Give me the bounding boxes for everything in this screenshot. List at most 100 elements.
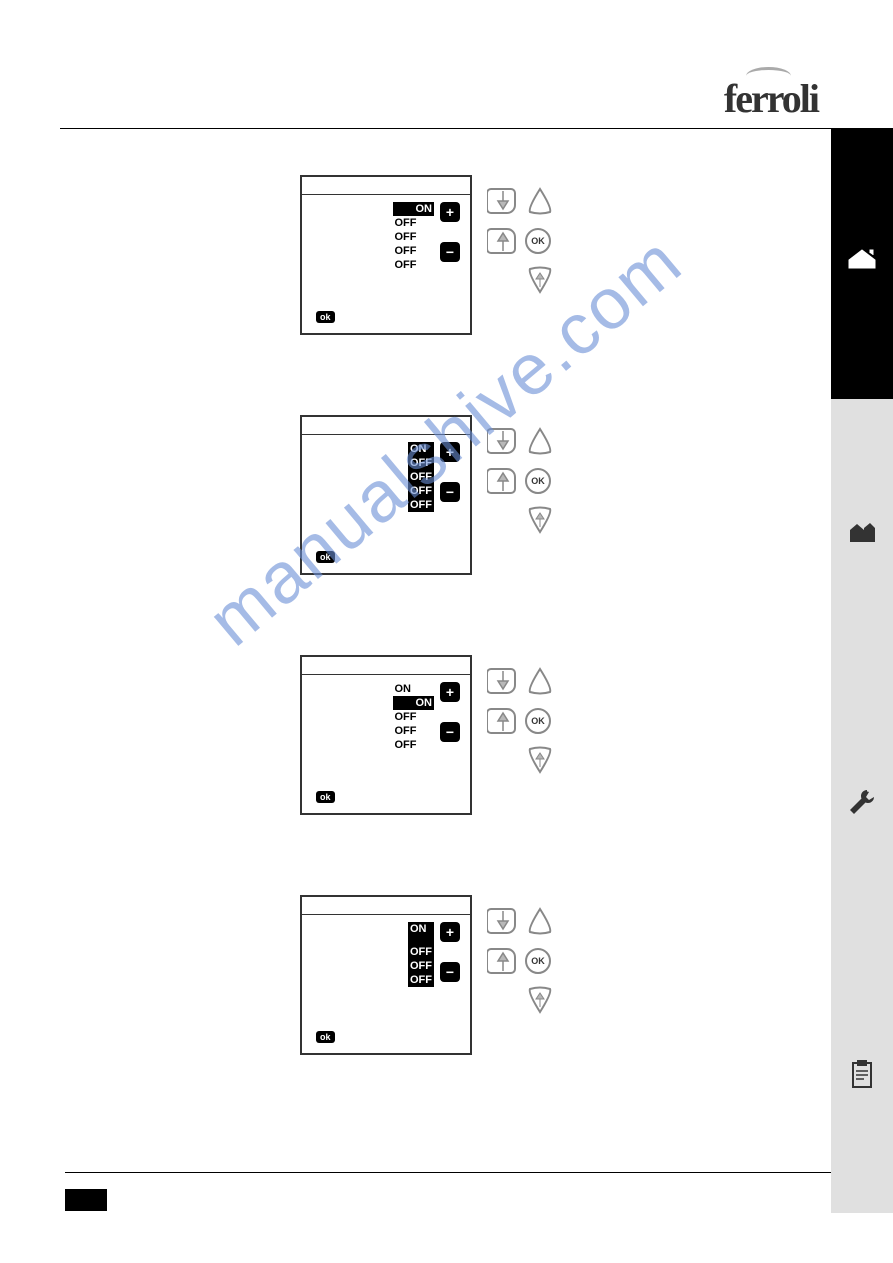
status-item: OFF bbox=[393, 244, 435, 258]
panels-container: ON OFF OFF OFF OFF + − ok bbox=[300, 175, 600, 1135]
status-item: OFF bbox=[393, 710, 435, 724]
minus-button[interactable]: − bbox=[440, 482, 460, 502]
ok-badge: ok bbox=[316, 791, 335, 803]
screen-header bbox=[302, 417, 470, 435]
clipboard-icon bbox=[849, 1059, 875, 1096]
screen-header bbox=[302, 177, 470, 195]
control-row bbox=[525, 745, 555, 775]
triangle-down-icon[interactable] bbox=[525, 745, 555, 775]
house-icon bbox=[847, 248, 877, 279]
control-row bbox=[487, 425, 555, 457]
screen-display: ON ON OFF OFF OFF + − ok bbox=[300, 655, 472, 815]
ok-badge: ok bbox=[316, 551, 335, 563]
triangle-down-icon[interactable] bbox=[525, 985, 555, 1015]
minus-button[interactable]: − bbox=[440, 722, 460, 742]
status-item: OFF bbox=[408, 484, 434, 498]
sidebar-tab-home[interactable] bbox=[831, 128, 893, 399]
screen-footer: ok bbox=[316, 1027, 335, 1045]
sidebar-tab-notes[interactable] bbox=[831, 942, 893, 1213]
screen-display: ON OFF OFF OFF OFF + − ok bbox=[300, 175, 472, 335]
minus-button[interactable]: − bbox=[440, 242, 460, 262]
controls-column: OK bbox=[487, 895, 555, 1015]
plus-button[interactable]: + bbox=[440, 442, 460, 462]
button-column: + − bbox=[440, 202, 460, 272]
controls-column: OK bbox=[487, 175, 555, 295]
status-item: OFF bbox=[393, 724, 435, 738]
screen-header bbox=[302, 897, 470, 915]
control-row bbox=[525, 265, 555, 295]
control-row bbox=[487, 665, 555, 697]
sidebar-tabs bbox=[831, 128, 893, 1213]
sidebar-tab-install[interactable] bbox=[831, 399, 893, 670]
panel-group-2: ON OFF OFF OFF OFF + − ok bbox=[300, 415, 600, 575]
nav-up-icon[interactable] bbox=[487, 945, 519, 977]
status-column: ON OFF OFF OFF OFF bbox=[408, 442, 434, 512]
status-item: ON bbox=[393, 202, 435, 216]
status-item: ON bbox=[393, 682, 435, 696]
nav-up-icon[interactable] bbox=[487, 225, 519, 257]
nav-down-icon[interactable] bbox=[487, 905, 519, 937]
header-divider bbox=[60, 128, 831, 129]
status-item: OFF bbox=[393, 230, 435, 244]
nav-up-icon[interactable] bbox=[487, 705, 519, 737]
status-item: ON bbox=[408, 442, 434, 456]
screen-content: ON OFF OFF OFF + − bbox=[408, 922, 460, 987]
control-row: OK bbox=[487, 225, 555, 257]
control-row bbox=[487, 185, 555, 217]
control-row: OK bbox=[487, 705, 555, 737]
screen-display: ON OFF OFF OFF + − ok bbox=[300, 895, 472, 1055]
sidebar-tab-service[interactable] bbox=[831, 671, 893, 942]
control-row bbox=[487, 905, 555, 937]
plus-button[interactable]: + bbox=[440, 202, 460, 222]
nav-down-icon[interactable] bbox=[487, 665, 519, 697]
triangle-up-icon[interactable] bbox=[525, 666, 555, 696]
ok-badge: ok bbox=[316, 311, 335, 323]
nav-down-icon[interactable] bbox=[487, 185, 519, 217]
status-item: OFF bbox=[408, 959, 434, 973]
status-item-picto bbox=[408, 936, 434, 945]
nav-down-icon[interactable] bbox=[487, 425, 519, 457]
page-number-block bbox=[65, 1189, 107, 1211]
ok-circle-button[interactable]: OK bbox=[525, 708, 551, 734]
block-indicator bbox=[395, 205, 413, 214]
picto-icon bbox=[410, 936, 423, 945]
controls-column: OK bbox=[487, 655, 555, 775]
control-row bbox=[525, 505, 555, 535]
screen-content: ON ON OFF OFF OFF + − bbox=[393, 682, 461, 752]
building-icon bbox=[847, 518, 877, 551]
status-item: ON bbox=[408, 922, 434, 936]
plus-button[interactable]: + bbox=[440, 682, 460, 702]
status-item: OFF bbox=[408, 973, 434, 987]
status-column: ON ON OFF OFF OFF bbox=[393, 682, 435, 752]
button-column: + − bbox=[440, 442, 460, 512]
brand-logo: ferroli bbox=[724, 75, 818, 122]
screen-content: ON OFF OFF OFF OFF + − bbox=[393, 202, 461, 272]
ok-badge: ok bbox=[316, 1031, 335, 1043]
triangle-up-icon[interactable] bbox=[525, 426, 555, 456]
ok-circle-button[interactable]: OK bbox=[525, 228, 551, 254]
triangle-up-icon[interactable] bbox=[525, 186, 555, 216]
ok-circle-button[interactable]: OK bbox=[525, 468, 551, 494]
status-item: OFF bbox=[393, 738, 435, 752]
triangle-up-icon[interactable] bbox=[525, 906, 555, 936]
control-row: OK bbox=[487, 465, 555, 497]
panel-group-1: ON OFF OFF OFF OFF + − ok bbox=[300, 175, 600, 335]
status-item: ON bbox=[393, 696, 435, 710]
plus-button[interactable]: + bbox=[440, 922, 460, 942]
button-column: + − bbox=[440, 922, 460, 987]
minus-button[interactable]: − bbox=[440, 962, 460, 982]
screen-footer: ok bbox=[316, 307, 335, 325]
screen-content: ON OFF OFF OFF OFF + − bbox=[408, 442, 460, 512]
panel-group-4: ON OFF OFF OFF + − ok bbox=[300, 895, 600, 1055]
control-row: OK bbox=[487, 945, 555, 977]
triangle-down-icon[interactable] bbox=[525, 505, 555, 535]
status-item: OFF bbox=[408, 945, 434, 959]
screen-header bbox=[302, 657, 470, 675]
triangle-down-icon[interactable] bbox=[525, 265, 555, 295]
status-column: ON OFF OFF OFF OFF bbox=[393, 202, 435, 272]
status-column: ON OFF OFF OFF bbox=[408, 922, 434, 987]
nav-up-icon[interactable] bbox=[487, 465, 519, 497]
status-item: OFF bbox=[408, 456, 434, 470]
ok-circle-button[interactable]: OK bbox=[525, 948, 551, 974]
wrench-icon bbox=[847, 788, 877, 825]
